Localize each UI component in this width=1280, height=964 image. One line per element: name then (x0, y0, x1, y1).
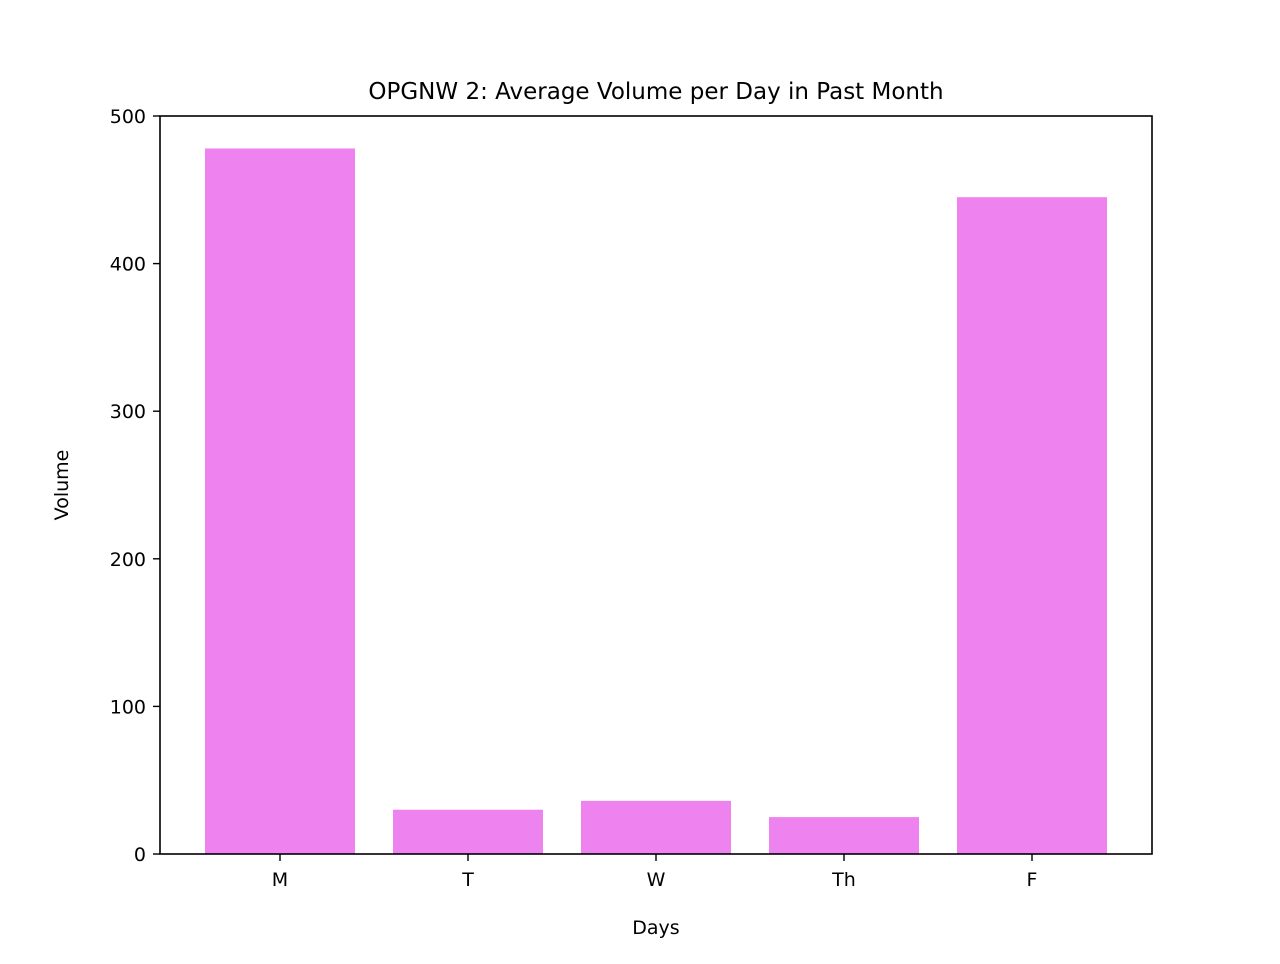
y-tick-label: 100 (110, 696, 146, 718)
x-tick-label: T (461, 869, 474, 891)
bar-t (393, 809, 543, 854)
x-tick-label: M (272, 869, 288, 891)
bar-th (769, 817, 919, 854)
bar-m (205, 148, 355, 855)
plot-frame (159, 115, 1153, 855)
y-tick-label: 500 (110, 106, 146, 128)
y-tick-label: 300 (110, 401, 146, 423)
chart-title: OPGNW 2: Average Volume per Day in Past … (368, 79, 943, 105)
ticks-layer: M T W Th F 0 100 200 300 400 500 (110, 106, 1038, 891)
x-axis-label: Days (632, 917, 679, 939)
y-tick-label: 200 (110, 549, 146, 571)
x-tick-label: F (1027, 869, 1038, 891)
x-tick-label: Th (831, 869, 856, 891)
bar-f (957, 197, 1107, 854)
bar-w (581, 800, 731, 854)
x-tick-label: W (647, 869, 666, 891)
y-tick-label: 0 (134, 844, 146, 866)
bars-layer (205, 148, 1107, 855)
y-axis-label: Volume (51, 450, 73, 521)
y-tick-label: 400 (110, 254, 146, 276)
